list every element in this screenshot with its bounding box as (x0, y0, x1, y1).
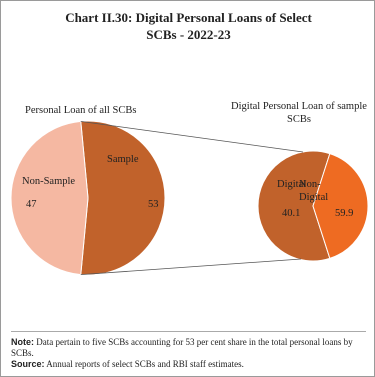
note: Note: Data pertain to five SCBs accounti… (11, 337, 366, 359)
connector (80, 258, 302, 276)
value-label: 47 (26, 199, 37, 210)
charts (10, 120, 369, 276)
slice-label: Non-Sample (22, 176, 76, 187)
connector (80, 120, 304, 153)
chart-title: Chart II.30: Digital Personal Loans of S… (65, 10, 312, 42)
pie-slice (312, 153, 369, 259)
pie-slice (10, 120, 89, 276)
note-label: Note: (11, 337, 34, 347)
slice-label: Non-Digital (299, 179, 329, 203)
pie-slice (80, 120, 166, 276)
note-text: Data pertain to five SCBs accounting for… (11, 337, 353, 358)
slice-label: Digital (277, 179, 307, 190)
pie-slice (257, 150, 331, 262)
value-label: 59.9 (335, 208, 354, 219)
slice-label: Sample (107, 154, 139, 165)
value-label: 40.1 (282, 208, 301, 219)
source-text: Annual reports of select SCBs and RBI st… (46, 359, 244, 369)
source: Source: Annual reports of select SCBs an… (11, 359, 366, 370)
value-label: 53 (148, 199, 159, 210)
pie-title: Digital Personal Loan of sample SCBs (231, 101, 367, 125)
pie-title: Personal Loan of all SCBs (25, 105, 137, 116)
source-label: Source: (11, 359, 45, 369)
notes: Note: Data pertain to five SCBs accounti… (11, 331, 366, 370)
